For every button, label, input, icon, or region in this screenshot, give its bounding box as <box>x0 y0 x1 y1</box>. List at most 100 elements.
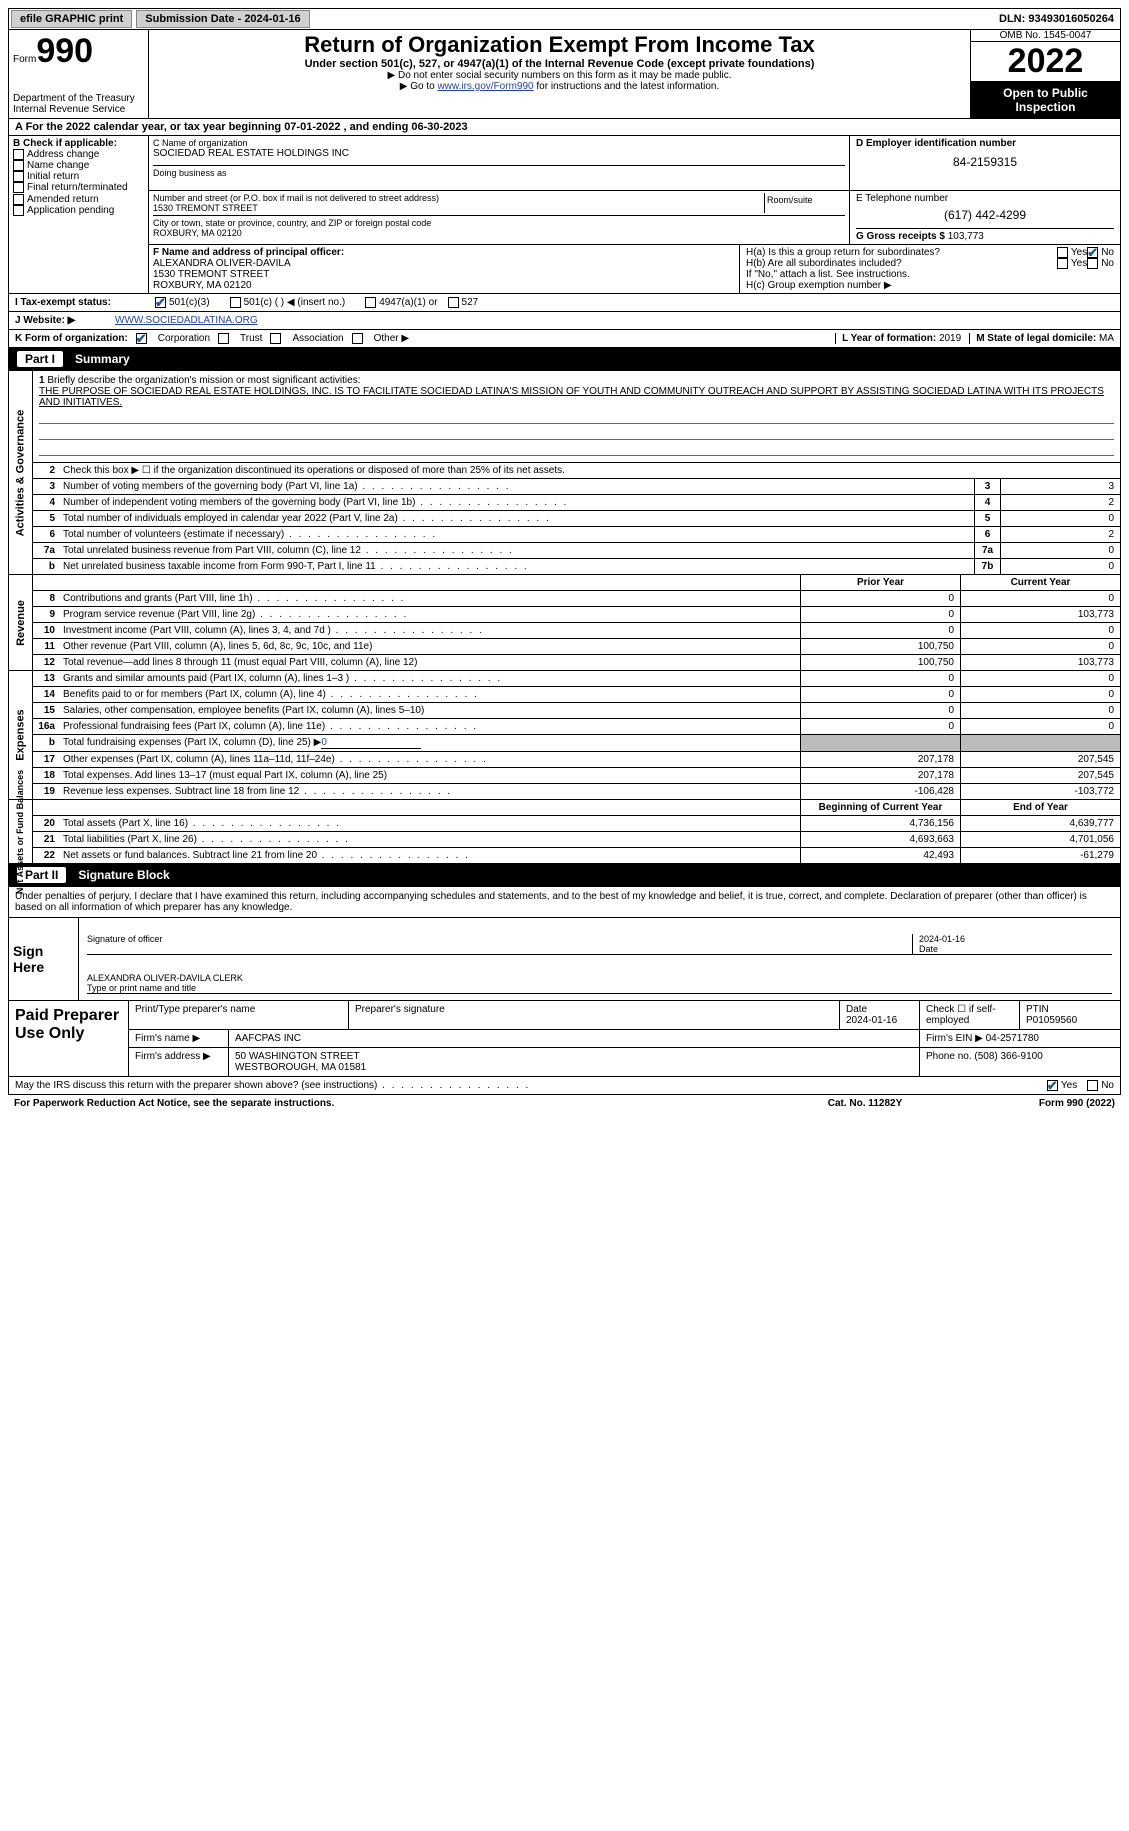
cb-trust[interactable] <box>218 333 229 344</box>
cb-501c3[interactable] <box>155 297 166 308</box>
ein-value: 84-2159315 <box>856 155 1114 169</box>
cb-app-pending[interactable] <box>13 205 24 216</box>
i-o2: 501(c) ( ) ◀ (insert no.) <box>244 297 346 308</box>
hdr-py: Prior Year <box>800 575 960 590</box>
footer-left: For Paperwork Reduction Act Notice, see … <box>14 1098 765 1109</box>
cb-ha-yes[interactable] <box>1057 247 1068 258</box>
r3-val: 3 <box>1000 479 1120 494</box>
r11-p: 100,750 <box>800 639 960 654</box>
row-k: K Form of organization: Corporation Trus… <box>8 330 1121 348</box>
note-ssn: ▶ Do not enter social security numbers o… <box>151 70 968 81</box>
hdr-ey: End of Year <box>960 800 1120 815</box>
sig-date-v: 2024-01-16 <box>919 934 965 944</box>
cb-corp[interactable] <box>136 333 147 344</box>
cb-501c[interactable] <box>230 297 241 308</box>
website-link[interactable]: WWW.SOCIEDADLATINA.ORG <box>115 315 258 326</box>
cb-addr-change[interactable] <box>13 149 24 160</box>
efile-btn[interactable]: efile GRAPHIC print <box>11 10 132 28</box>
cb-final[interactable] <box>13 182 24 193</box>
r8-c: 0 <box>960 591 1120 606</box>
r12-c: 103,773 <box>960 655 1120 670</box>
cb-name-change[interactable] <box>13 160 24 171</box>
firm-name: AAFCPAS INC <box>229 1030 920 1047</box>
ha-yes: Yes <box>1071 247 1087 258</box>
rotate-na: Net Assets or Fund Balances <box>16 769 26 893</box>
k-assoc: Association <box>292 333 343 344</box>
r17-c: 207,545 <box>960 752 1120 767</box>
dept-label: Department of the Treasury <box>13 93 144 104</box>
sig-date-lbl: Date <box>919 944 938 954</box>
cb-ha-no[interactable] <box>1087 247 1098 258</box>
r4-box: 4 <box>974 495 1000 510</box>
hc-lbl: H(c) Group exemption number ▶ <box>746 280 1114 291</box>
k-trust: Trust <box>240 333 262 344</box>
lbl-app: Application pending <box>27 205 114 216</box>
city-val: ROXBURY, MA 02120 <box>153 228 845 238</box>
row-j: J Website: ▶ WWW.SOCIEDADLATINA.ORG <box>8 312 1121 330</box>
r12-lbl: Total revenue—add lines 8 through 11 (mu… <box>59 655 800 670</box>
expenses-section: Expenses 13Grants and similar amounts pa… <box>8 671 1121 800</box>
part2-title: Signature Block <box>78 868 169 882</box>
r22-c: -61,279 <box>960 848 1120 863</box>
r14-p: 0 <box>800 687 960 702</box>
cb-amended[interactable] <box>13 194 24 205</box>
cb-initial[interactable] <box>13 171 24 182</box>
cb-hb-yes[interactable] <box>1057 258 1068 269</box>
r13-p: 0 <box>800 671 960 686</box>
r9-c: 103,773 <box>960 607 1120 622</box>
cb-discuss-yes[interactable] <box>1047 1080 1058 1091</box>
r16a-c: 0 <box>960 719 1120 734</box>
cb-527[interactable] <box>448 297 459 308</box>
lbl-final: Final return/terminated <box>27 183 128 194</box>
l-lbl: L Year of formation: <box>842 333 939 344</box>
r20-p: 4,736,156 <box>800 816 960 831</box>
addr-lbl: Firm's address ▶ <box>129 1048 229 1076</box>
submission-btn[interactable]: Submission Date - 2024-01-16 <box>136 10 309 28</box>
cb-discuss-no[interactable] <box>1087 1080 1098 1091</box>
r18-lbl: Total expenses. Add lines 13–17 (must eq… <box>59 768 800 783</box>
ein-lbl: Firm's EIN ▶ <box>926 1033 983 1044</box>
r16b-v: 0 <box>321 737 421 749</box>
rotate-exp: Expenses <box>15 709 27 760</box>
j-lbl: J Website: ▶ <box>15 315 115 326</box>
rotate-ag: Activities & Governance <box>15 409 27 536</box>
sig-name: ALEXANDRA OLIVER-DAVILA CLERK <box>87 973 243 983</box>
r13-lbl: Grants and similar amounts paid (Part IX… <box>59 671 800 686</box>
r5-lbl: Total number of individuals employed in … <box>59 511 974 526</box>
cb-assoc[interactable] <box>270 333 281 344</box>
r4-lbl: Number of independent voting members of … <box>59 495 974 510</box>
net-assets-section: Net Assets or Fund Balances Beginning of… <box>8 800 1121 864</box>
phone-lbl: Phone no. <box>926 1051 974 1062</box>
r20-c: 4,639,777 <box>960 816 1120 831</box>
cb-4947[interactable] <box>365 297 376 308</box>
r8-p: 0 <box>800 591 960 606</box>
part1-title: Summary <box>75 352 130 366</box>
firm-addr1: 50 WASHINGTON STREET <box>235 1051 359 1062</box>
cb-hb-no[interactable] <box>1087 258 1098 269</box>
firm-ein: 04-2571780 <box>986 1033 1039 1044</box>
r7a-val: 0 <box>1000 543 1120 558</box>
cb-other[interactable] <box>352 333 363 344</box>
discuss-yes: Yes <box>1061 1080 1077 1091</box>
city-lbl: City or town, state or province, country… <box>153 218 845 228</box>
rotate-rev: Revenue <box>15 600 27 646</box>
paid-h4: Check ☐ if self-employed <box>920 1001 1020 1029</box>
r16a-lbl: Professional fundraising fees (Part IX, … <box>59 719 800 734</box>
footer-right: Form 990 (2022) <box>965 1098 1115 1109</box>
r14-lbl: Benefits paid to or for members (Part IX… <box>59 687 800 702</box>
form-subtitle: Under section 501(c), 527, or 4947(a)(1)… <box>151 58 968 70</box>
r18-c: 207,545 <box>960 768 1120 783</box>
irs-link[interactable]: www.irs.gov/Form990 <box>437 81 533 92</box>
r19-lbl: Revenue less expenses. Subtract line 18 … <box>59 784 800 799</box>
activities-governance: Activities & Governance 1 Briefly descri… <box>8 371 1121 575</box>
row-i: I Tax-exempt status: 501(c)(3) 501(c) ( … <box>8 294 1121 312</box>
irs-label: Internal Revenue Service <box>13 104 144 115</box>
d-lbl: D Employer identification number <box>856 138 1114 149</box>
k-corp: Corporation <box>158 333 210 344</box>
r7b-val: 0 <box>1000 559 1120 574</box>
paid-h5: PTIN <box>1026 1004 1049 1015</box>
r4-val: 2 <box>1000 495 1120 510</box>
sig-declaration: Under penalties of perjury, I declare th… <box>9 887 1120 918</box>
mission-lbl: Briefly describe the organization's miss… <box>47 375 360 386</box>
form-title: Return of Organization Exempt From Incom… <box>151 32 968 58</box>
